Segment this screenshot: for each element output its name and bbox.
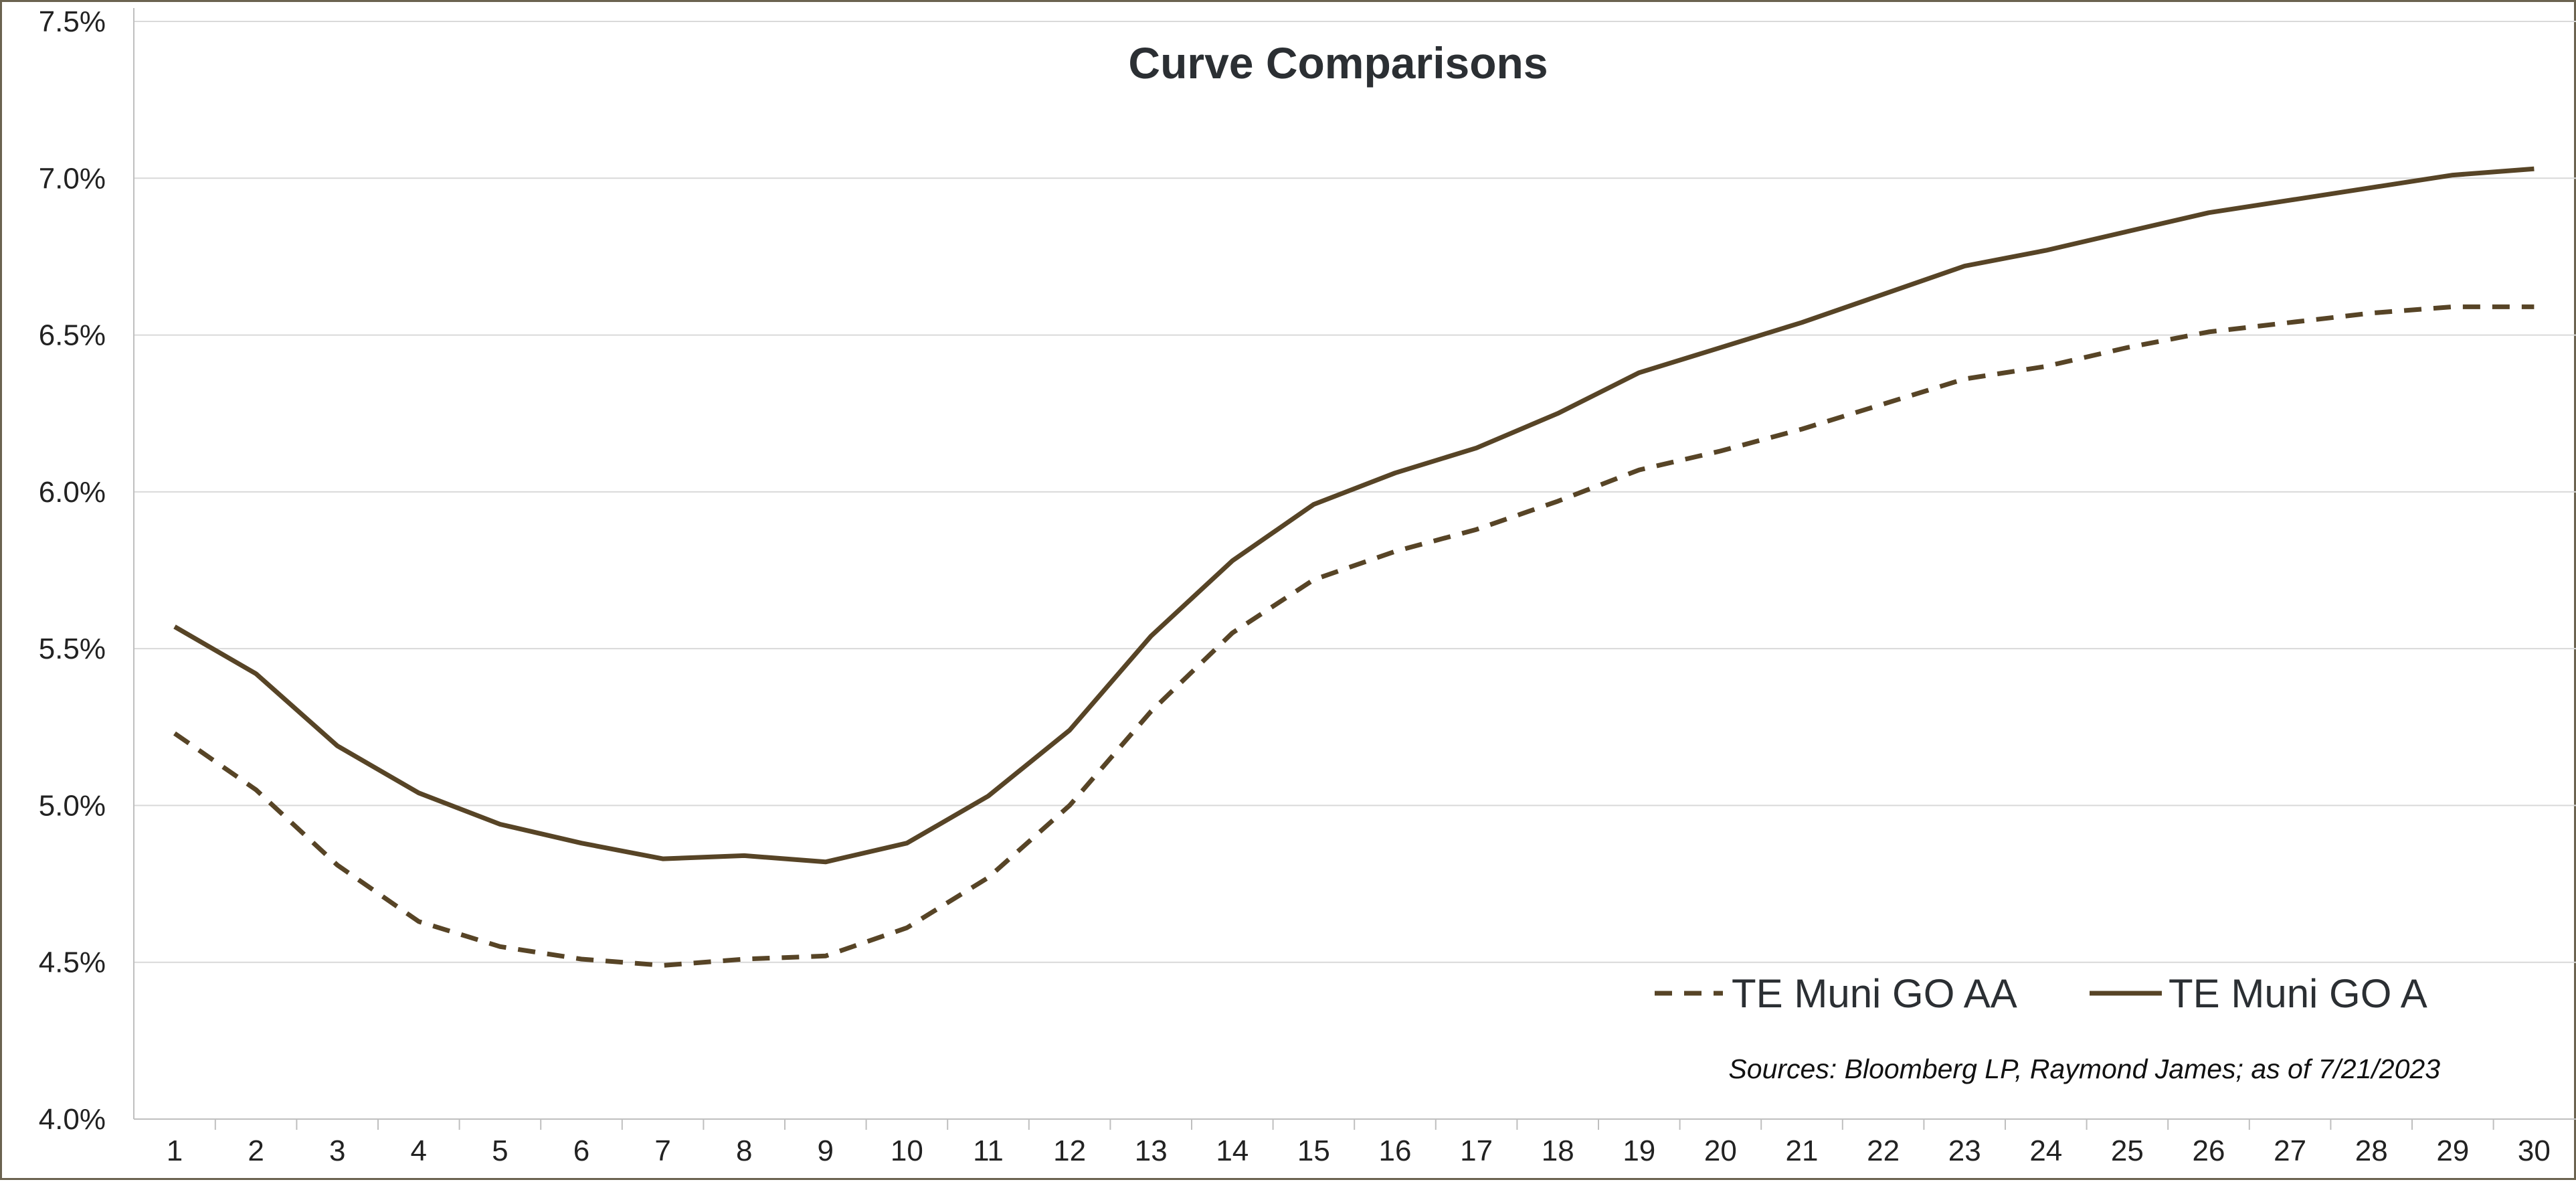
x-tick-label: 26: [2193, 1134, 2225, 1167]
x-tick-label: 18: [1542, 1134, 1574, 1167]
y-tick-label: 7.5%: [39, 5, 106, 38]
x-tick-label: 15: [1297, 1134, 1330, 1167]
y-tick-label: 4.0%: [39, 1103, 106, 1136]
x-tick-label: 5: [492, 1134, 508, 1167]
x-tick-label: 10: [891, 1134, 923, 1167]
series-line-te-muni-go-aa: [173, 304, 2535, 968]
gridlines: [134, 21, 2576, 963]
x-tick-label: 3: [329, 1134, 345, 1167]
x-tick-label: 11: [973, 1134, 1004, 1167]
x-tick-label: 28: [2355, 1134, 2388, 1167]
x-tick-label: 19: [1623, 1134, 1655, 1167]
x-tick-label: 12: [1053, 1134, 1086, 1167]
x-tick-label: 4: [411, 1134, 427, 1167]
x-tick-label: 6: [573, 1134, 589, 1167]
series-lines: [173, 166, 2535, 968]
x-tick-label: 17: [1460, 1134, 1493, 1167]
legend-label-te-muni-go-aa: TE Muni GO AA: [1732, 971, 2017, 1016]
x-tick-label: 9: [818, 1134, 834, 1167]
x-tick-label: 23: [1948, 1134, 1981, 1167]
legend-label-te-muni-go-a: TE Muni GO A: [2169, 971, 2427, 1016]
x-tick-label: 1: [167, 1134, 183, 1167]
x-tick-label: 24: [2029, 1134, 2062, 1167]
y-tick-label: 6.0%: [39, 476, 106, 509]
x-tick-label: 29: [2436, 1134, 2469, 1167]
x-tick-label: 7: [654, 1134, 670, 1167]
axes: [133, 8, 2576, 1130]
source-annotation: Sources: Bloomberg LP, Raymond James; as…: [1728, 1053, 2440, 1084]
y-tick-label: 7.0%: [39, 162, 106, 195]
y-tick-label: 5.5%: [39, 632, 106, 665]
x-tick-label: 30: [2518, 1134, 2551, 1167]
x-tick-label: 21: [1786, 1134, 1819, 1167]
chart-title: Curve Comparisons: [1128, 38, 1548, 88]
x-tick-label: 22: [1867, 1134, 1900, 1167]
x-tick-label: 16: [1379, 1134, 1412, 1167]
legend: TE Muni GO AA TE Muni GO A: [1655, 971, 2427, 1016]
y-tick-label: 6.5%: [39, 319, 106, 352]
x-tick-label: 25: [2111, 1134, 2144, 1167]
tick-labels: 4.0%4.5%5.0%5.5%6.0%6.5%7.0%7.5%1 2 3 4 5 6 7 8…: [39, 5, 2551, 1167]
y-tick-label: 4.5%: [39, 946, 106, 979]
x-tick-label: 2: [248, 1134, 264, 1167]
y-tick-label: 5.0%: [39, 789, 106, 822]
x-tick-label: 13: [1135, 1134, 1168, 1167]
x-tick-label: 20: [1704, 1134, 1737, 1167]
x-tick-label: 27: [2274, 1134, 2306, 1167]
x-tick-label: 14: [1216, 1134, 1249, 1167]
series-line-te-muni-go-a: [173, 166, 2535, 865]
x-tick-label: 8: [736, 1134, 752, 1167]
